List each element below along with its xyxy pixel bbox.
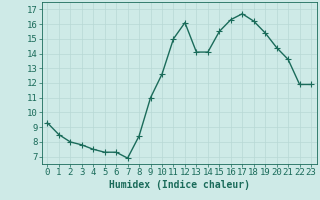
X-axis label: Humidex (Indice chaleur): Humidex (Indice chaleur) bbox=[109, 180, 250, 190]
